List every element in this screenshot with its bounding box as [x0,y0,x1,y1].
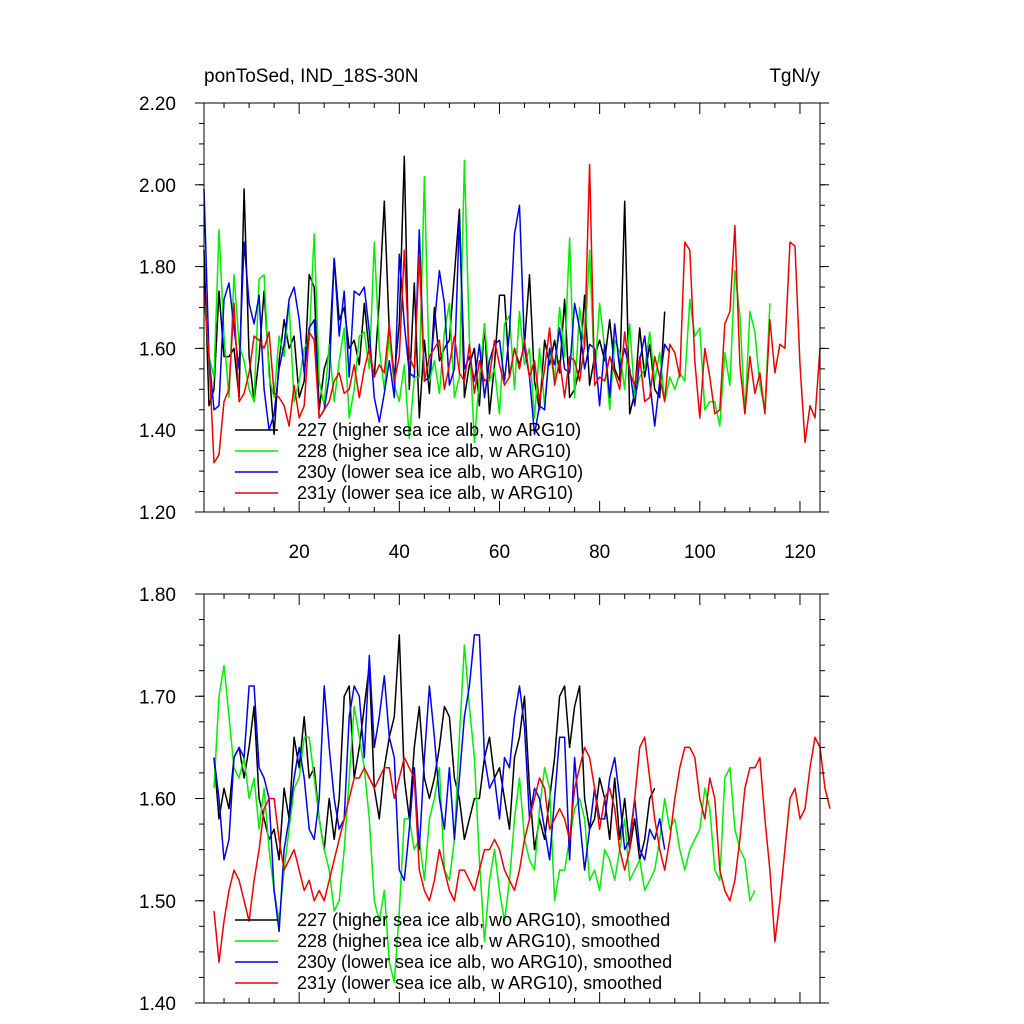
x-tick-label: 20 [289,542,310,563]
y-tick-label: 1.80 [139,585,176,606]
chart-title: ponToSed, IND_18S-30N [204,66,418,87]
y-tick-label: 1.80 [139,258,176,279]
y-tick-label: 1.40 [139,421,176,442]
legend-label: 228 (higher sea ice alb, w ARG10) [297,441,571,461]
y-tick-label: 1.20 [139,503,176,524]
legend-label: 227 (higher sea ice alb, wo ARG10) [297,420,581,440]
y-tick-label: 1.50 [139,892,176,913]
x-tick-label: 100 [684,542,716,563]
series-line-1-2 [213,634,666,933]
y-tick-label: 1.40 [139,994,176,1015]
x-tick-label: 120 [784,542,816,563]
x-tick-label: 40 [389,542,410,563]
legend-label: 230y (lower sea ice alb, wo ARG10), smoo… [297,952,672,972]
x-tick-label: 60 [489,542,510,563]
chart-units: TgN/y [769,66,820,87]
x-tick-label: 80 [589,542,610,563]
legend-label: 227 (higher sea ice alb, wo ARG10), smoo… [297,910,670,930]
y-tick-label: 1.60 [139,790,176,811]
legend-label: 230y (lower sea ice alb, wo ARG10) [297,462,583,482]
series-line-1-0 [213,634,656,861]
legend-label: 231y (lower sea ice alb, w ARG10), smoot… [297,973,662,993]
bottom-panel: 1.40 1.50 1.60 1.70 1.80 227 (higher sea ice … [139,585,831,1015]
y-tick-label: 2.20 [139,94,176,115]
y-tick-label: 1.70 [139,687,176,708]
legend-label: 231y (lower sea ice alb, w ARG10) [297,483,573,503]
y-tick-label: 2.00 [139,176,176,197]
y-tick-label: 1.60 [139,339,176,360]
legend-label: 228 (higher sea ice alb, w ARG10), smoot… [297,931,660,951]
series-line-1-3 [213,736,831,963]
series-line-0-3 [203,163,821,464]
series-line-1-1 [213,644,756,984]
series-line-0-1 [203,159,771,444]
series-line-0-2 [203,188,671,436]
top-panel: 1.20 1.40 1.60 1.80 2.00 2.20 20 40 60 80 100 120 22… [139,94,829,563]
